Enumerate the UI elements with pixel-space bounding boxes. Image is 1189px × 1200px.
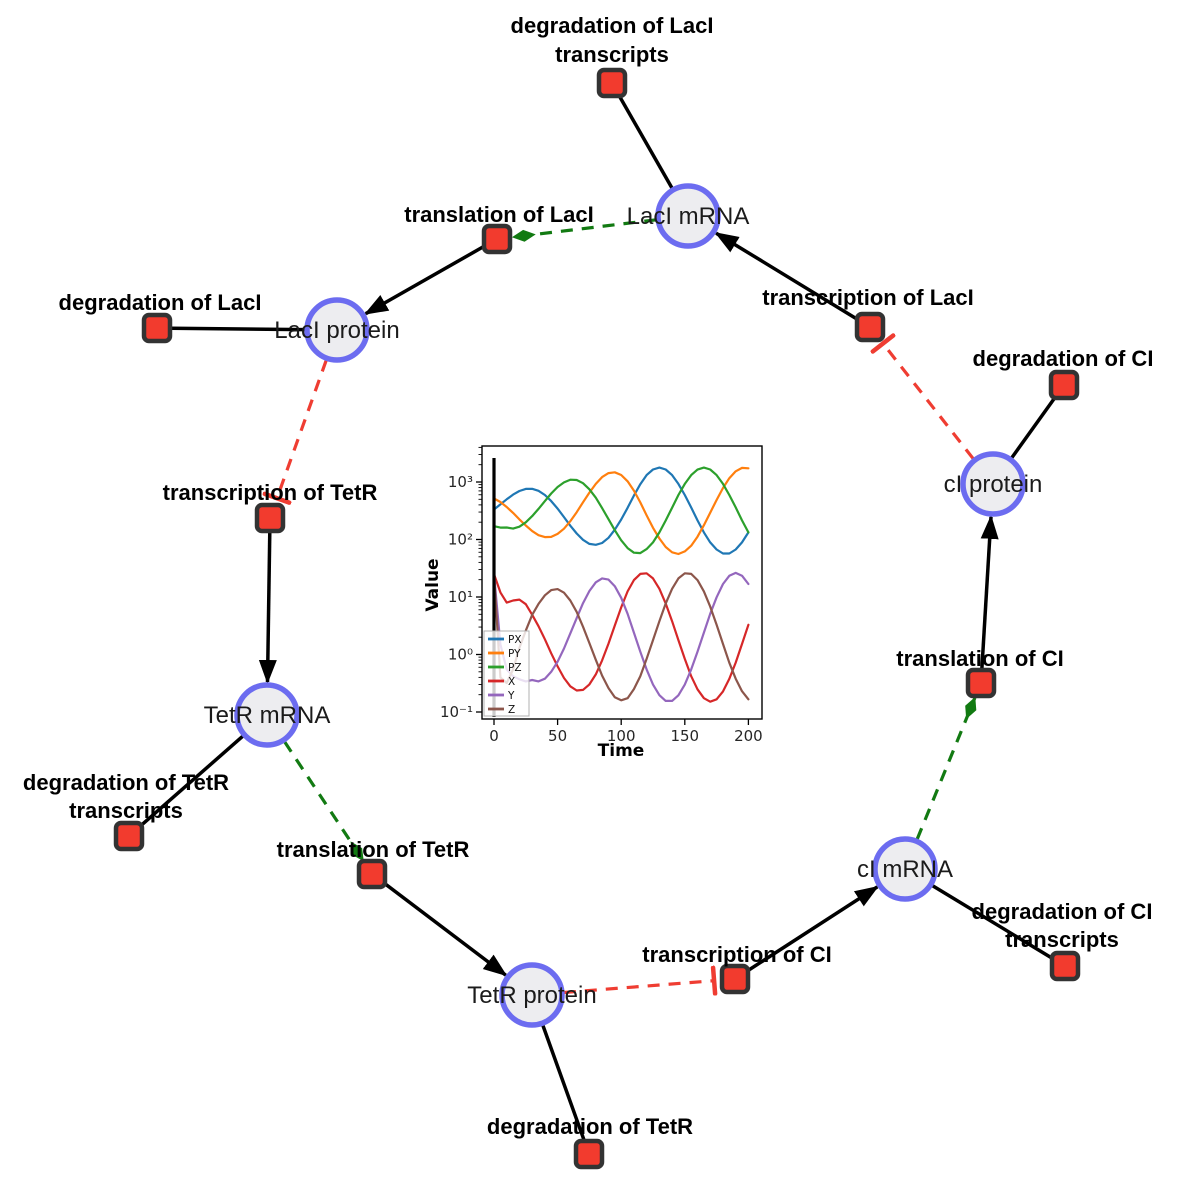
edge-inhibition-tetr-protein-to-transcription-of-ci (563, 981, 714, 993)
reaction-node-degradation-of-laci (141, 312, 173, 344)
reaction-label-degradation-of-ci-transcripts-line1: degradation of CI (972, 899, 1153, 924)
species-label-tetr-protein: TetR protein (467, 982, 596, 1009)
edge-line-tetr-mrna-to-degradation-of-tetr-transcripts (138, 734, 245, 829)
reaction-label-degradation-of-tetr-line1: degradation of TetR (487, 1114, 693, 1139)
species-label-ci-protein: cI protein (944, 471, 1043, 498)
reaction-node-degradation-of-ci (1048, 369, 1080, 401)
reaction-node-translation-of-ci (965, 667, 997, 699)
reaction-node-transcription-of-laci (854, 311, 886, 343)
species-label-tetr-mrna: TetR mRNA (204, 702, 331, 729)
species-node-laci-mrna (655, 183, 721, 249)
y-tick-label: 10² (448, 531, 473, 549)
chart-ylabel: Value (423, 558, 443, 612)
x-tick-label: 200 (734, 727, 763, 745)
edge-modifier-ci-mrna-to-translation-of-ci (915, 696, 977, 841)
species-label-laci-protein: LacI protein (274, 317, 399, 344)
reaction-label-transcription-of-ci-line1: transcription of CI (642, 942, 831, 967)
edges-layer (138, 94, 1058, 1142)
edge-arrow-transcription-of-ci-to-ci-mrna (744, 885, 879, 974)
chart-axes-box (481, 445, 763, 720)
reaction-node-degradation-of-laci-transcripts (596, 67, 628, 99)
species-label-laci-mrna: LacI mRNA (627, 203, 750, 230)
chart-series-Z (492, 572, 750, 702)
reaction-label-degradation-of-tetr-transcripts-line2: transcripts (69, 798, 183, 823)
edge-arrow-translation-of-tetr-to-tetr-protein (381, 880, 508, 977)
edge-arrow-transcription-of-tetr-to-tetr-mrna (258, 530, 277, 684)
reaction-label-degradation-of-tetr-transcripts-line1: degradation of TetR (23, 770, 229, 795)
inset-chart: 10⁻¹ 10⁰ 10¹ 10² 10³ 0 50 100 150 200 PX PY PZ XYZ (440, 445, 763, 745)
x-tick-label: 0 (489, 727, 499, 745)
reaction-node-transcription-of-ci (719, 963, 751, 995)
reaction-node-translation-of-laci (481, 223, 513, 255)
edge-modifier-tetr-mrna-to-translation-of-tetr (283, 740, 365, 862)
x-tick-label: 100 (607, 727, 636, 745)
reaction-node-degradation-of-tetr (573, 1138, 605, 1170)
chart-series-PZ (492, 466, 750, 555)
chart-series-PX (492, 466, 750, 555)
x-tick-label: 150 (670, 727, 699, 745)
species-node-tetr-protein (499, 962, 565, 1028)
edge-line-tetr-protein-to-degradation-of-tetr (541, 1024, 586, 1142)
reaction-label-degradation-of-laci-transcripts-line1: degradation of LacI (511, 13, 714, 38)
legend-label-X: X (508, 676, 515, 688)
legend-label-Z: Z (508, 704, 515, 716)
chart-series-PY (492, 466, 750, 556)
edge-line-laci-protein-to-degradation-of-laci (170, 326, 306, 332)
chart-xlabel: Time (597, 741, 645, 761)
edge-line-ci-protein-to-degradation-of-ci (1010, 395, 1058, 460)
y-tick-label: 10⁰ (448, 646, 473, 664)
reaction-label-translation-of-ci-line1: translation of CI (896, 646, 1063, 671)
edge-arrow-transcription-of-laci-to-laci-mrna (714, 231, 860, 322)
chart-series-Y (492, 571, 750, 703)
chart-series-X (492, 572, 750, 703)
y-tick-label: 10³ (448, 473, 473, 491)
reaction-node-translation-of-tetr (356, 858, 388, 890)
edge-arrow-translation-of-ci-to-ci-protein (980, 514, 999, 671)
reaction-node-degradation-of-ci-transcripts (1049, 950, 1081, 982)
labels-layer: degradation of LacI transcripts translatio… (23, 13, 1154, 1139)
edge-line-ci-mrna-to-degradation-of-ci-transcripts (931, 884, 1054, 961)
legend-label-PX: PX (508, 634, 522, 646)
reaction-label-transcription-of-tetr-line1: transcription of TetR (163, 480, 378, 505)
species-node-ci-mrna (872, 836, 938, 902)
reaction-label-degradation-of-ci-transcripts-line2: transcripts (1005, 927, 1119, 952)
reaction-label-degradation-of-laci-line1: degradation of LacI (59, 290, 262, 315)
edge-modifier-laci-mrna-to-translation-of-laci (511, 218, 657, 242)
chart-legend-box (483, 630, 530, 717)
edge-line-laci-mrna-to-degradation-of-laci-transcripts (617, 94, 674, 190)
reaction-label-transcription-of-laci-line1: transcription of LacI (762, 285, 973, 310)
edge-inhibition-laci-protein-to-transcription-of-tetr (277, 359, 328, 498)
edge-inhibition-ci-protein-to-transcription-of-laci (883, 344, 975, 460)
reaction-node-transcription-of-tetr (254, 502, 286, 534)
reaction-label-degradation-of-ci-line1: degradation of CI (973, 346, 1154, 371)
edge-arrow-translation-of-laci-to-laci-protein (363, 243, 487, 316)
species-label-ci-mrna: cI mRNA (857, 856, 953, 883)
reaction-label-translation-of-laci-line1: translation of LacI (404, 202, 593, 227)
legend-label-PY: PY (508, 648, 521, 660)
species-node-ci-protein (960, 451, 1026, 517)
nodes-layer (113, 67, 1081, 1170)
species-node-tetr-mrna (234, 682, 300, 748)
reaction-label-degradation-of-laci-transcripts-line2: transcripts (555, 42, 669, 67)
y-tick-label: 10⁻¹ (440, 703, 473, 721)
legend-label-Y: Y (507, 690, 515, 702)
reaction-label-translation-of-tetr-line1: translation of TetR (277, 837, 470, 862)
legend-label-PZ: PZ (508, 662, 522, 674)
reaction-node-degradation-of-tetr-transcripts (113, 820, 145, 852)
x-tick-label: 50 (548, 727, 567, 745)
y-tick-label: 10¹ (448, 588, 473, 606)
species-node-laci-protein (304, 297, 370, 363)
